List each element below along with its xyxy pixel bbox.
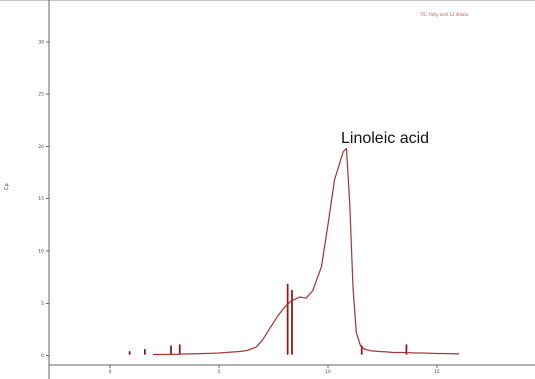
header-text: TIC: fatty acid 12.d\data — [419, 12, 469, 17]
y-tick-label: 15 — [38, 196, 44, 202]
y-tick-label: 30 — [38, 39, 44, 45]
y-tick-label: 10 — [38, 249, 44, 255]
y-tick-label: 5 — [41, 301, 44, 307]
spikes-group — [128, 283, 408, 355]
peak-annotation-label: Linoleic acid — [341, 130, 429, 147]
y-ticks-group: 0 5 10 15 20 25 30 — [38, 39, 49, 359]
y-tick-label: 25 — [38, 92, 44, 98]
x-tick-label: 10 — [325, 369, 331, 375]
x-tick-label: 0 — [109, 369, 112, 375]
y-tick-label: 20 — [38, 144, 44, 150]
chromatogram-trace — [152, 147, 460, 356]
y-axis-label: Cp — [4, 183, 10, 190]
y-tick-label: 0 — [41, 353, 44, 359]
x-tick-label: 5 — [218, 369, 221, 375]
x-ticks-group: 0 5 10 15 — [109, 365, 440, 375]
x-tick-label: 15 — [434, 369, 440, 375]
